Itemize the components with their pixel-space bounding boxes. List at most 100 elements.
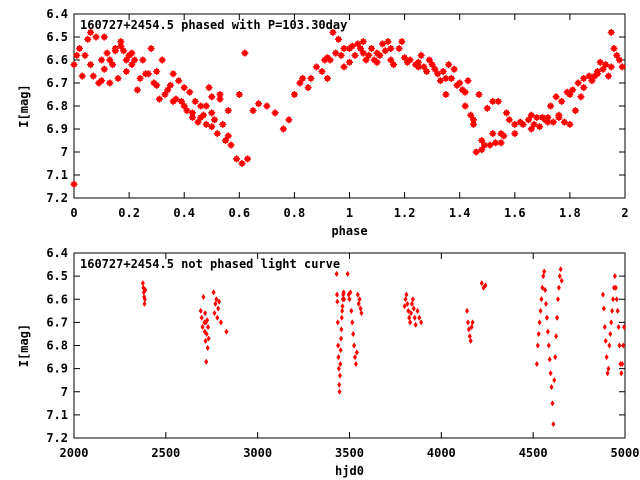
phased-x-tick-label: 2 [621,206,628,220]
phased-data-point [406,56,414,64]
unphased-y-tick-label: 6.7 [46,315,68,329]
unphased-data-point [544,314,549,321]
phased-data-point [431,65,439,73]
phased-x-tick-label: 1.8 [559,206,581,220]
unphased-data-point [336,365,341,372]
phased-data-point [511,120,519,128]
phased-data-point [233,155,241,163]
unphased-data-point [340,307,345,314]
unphased-data-point [479,280,484,287]
phased-data-point [615,56,623,64]
phased-x-tick-label: 1.6 [504,206,526,220]
unphased-data-point [204,358,209,365]
unphased-data-point [550,400,555,407]
phased-data-point [128,49,136,57]
unphased-data-point [611,296,616,303]
unphased-data-point [609,319,614,326]
phased-data-point [238,160,246,167]
phased-data-point [519,120,527,128]
unphased-data-point [601,305,606,312]
unphased-data-point [540,284,545,291]
phased-data-point [100,65,108,73]
unphased-data-point [552,377,557,384]
unphased-data-point [410,296,415,303]
phased-data-point [161,91,169,98]
unphased-data-point [140,280,145,287]
phased-data-point [106,79,114,87]
unphased-data-point [483,282,488,289]
unphased-data-point [224,328,229,335]
unphased-data-point [345,270,350,277]
phased-data-point [552,93,560,101]
unphased-data-point [205,317,210,324]
phased-data-point [536,123,544,131]
unphased-data-point [417,314,422,321]
unphased-y-tick-label: 7 [61,385,68,399]
phased-data-point [373,58,381,66]
unphased-data-point [547,356,552,363]
unphased-data-point [466,326,471,333]
phased-data-point [73,51,81,59]
phased-data-point [439,68,447,75]
phased-data-point [555,114,563,121]
unphased-data-point [604,354,609,361]
phased-data-point [472,148,480,156]
phased-data-point [450,65,458,73]
phased-data-point [122,68,130,75]
unphased-data-point [355,291,360,298]
phased-data-point [566,120,574,128]
phased-data-point [263,102,271,110]
unphased-data-point [357,296,362,303]
unphased-data-point [402,303,407,310]
phased-data-point [381,47,389,55]
unphased-data-point [614,296,619,303]
phased-data-point [580,74,588,82]
phased-data-point [241,49,249,57]
unphased-data-point [413,321,418,328]
phased-data-point [191,97,199,105]
unphased-data-point [616,324,621,330]
phased-data-point [580,84,588,92]
phased-data-point [588,77,596,85]
unphased-data-point [554,333,559,340]
phased-data-point [571,107,579,115]
phased-data-point [106,56,114,64]
phased-data-point [235,91,243,98]
unphased-data-point [615,307,620,314]
phased-data-point [211,116,219,124]
phased-data-point [475,91,483,98]
phased-data-point [467,111,475,119]
phased-data-point [208,93,216,101]
unphased-data-point [610,307,615,314]
unphased-data-point [340,303,345,310]
phased-data-point [153,68,161,75]
phased-data-point [348,42,356,50]
unphased-data-point [200,324,205,330]
phased-data-point [78,72,86,80]
unphased-data-point [412,314,417,321]
phased-data-point [304,84,312,92]
phased-data-point [219,120,227,128]
phased-data-point [109,61,117,69]
phased-data-point [117,42,125,50]
unphased-data-point [535,342,540,349]
unphased-data-point [198,307,203,314]
unphased-data-point [204,330,209,337]
phased-data-point [417,51,425,59]
phased-data-point [596,58,604,66]
unphased-data-point [350,319,355,326]
unphased-data-point [620,361,625,367]
phased-data-point [503,109,511,117]
unphased-data-point [337,372,342,379]
unphased-data-point [411,305,416,312]
phased-data-point [511,130,519,138]
unphased-data-point [337,388,342,395]
phased-data-point [442,91,450,98]
unphased-data-point [465,307,470,314]
phased-data-point [379,40,387,48]
phased-data-point [136,74,144,82]
unphased-data-point [217,298,222,305]
phased-data-point [469,116,477,124]
unphased-data-point [556,284,561,291]
unphased-data-point [467,333,472,340]
